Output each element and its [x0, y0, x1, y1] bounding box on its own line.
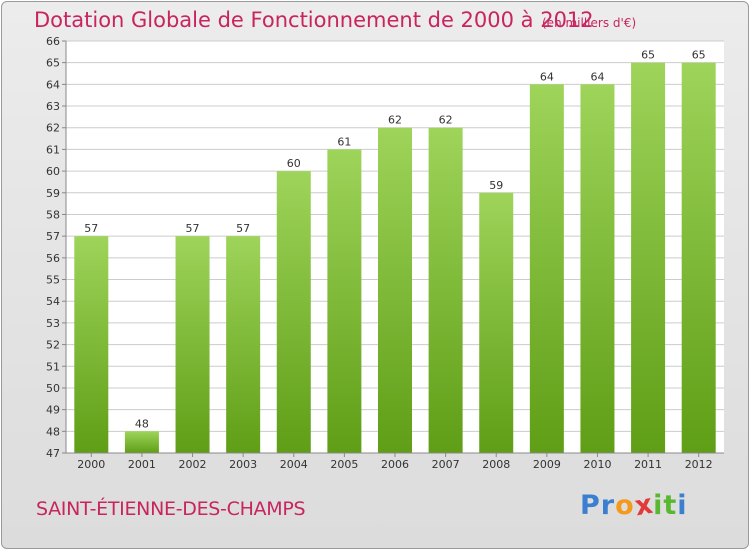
x-tick-label: 2007 [432, 458, 460, 471]
x-tick-label: 2001 [128, 458, 156, 471]
bar-2009 [529, 84, 564, 454]
x-tick-label: 2009 [533, 458, 561, 471]
bar-2003 [226, 236, 261, 453]
y-axis-ticks: 47 48 49 50 51 52 53 54 55 56 57 58 59 60 61 62 63 64 65 66 [46, 35, 66, 460]
bar-2004 [276, 171, 311, 453]
y-tick-label: 56 [46, 252, 60, 265]
y-tick-label: 57 [46, 230, 60, 243]
brand-letter: i [653, 490, 664, 521]
x-tick-label: 2003 [229, 458, 257, 471]
data-label: 57 [186, 222, 200, 235]
bar-2008 [479, 192, 514, 453]
y-tick-label: 48 [46, 425, 60, 438]
chart-title: Dotation Globale de Fonctionnement de 20… [34, 8, 594, 32]
bar-2010 [580, 84, 615, 454]
data-label: 57 [236, 222, 250, 235]
bar-2001 [124, 431, 159, 453]
y-tick-label: 62 [46, 122, 60, 135]
bar-2006 [378, 127, 412, 453]
data-label: 62 [439, 114, 453, 127]
x-tick-label: 2002 [179, 458, 207, 471]
bar-2005 [327, 149, 362, 453]
brand-letter: r [600, 490, 616, 521]
y-tick-label: 51 [46, 360, 60, 373]
data-label: 59 [489, 179, 503, 192]
bar-2007 [428, 127, 463, 453]
x-tick-label: 2011 [634, 458, 662, 471]
brand-letter: P [580, 490, 601, 521]
data-label: 48 [135, 417, 149, 430]
bar-2000 [74, 236, 109, 453]
y-tick-label: 53 [46, 317, 60, 330]
x-tick-label: 2004 [280, 458, 308, 471]
y-tick-label: 64 [46, 78, 60, 91]
brand-letter: o [615, 490, 635, 521]
x-tick-label: 2006 [381, 458, 409, 471]
bars: 57 48 57 57 60 61 62 62 59 64 64 65 65 [74, 49, 716, 454]
x-tick-label: 2010 [583, 458, 611, 471]
x-tick-label: 2005 [330, 458, 358, 471]
data-label: 65 [692, 49, 706, 62]
y-tick-label: 58 [46, 208, 60, 221]
brand-letter: t [663, 490, 678, 521]
y-tick-label: 61 [46, 143, 60, 156]
data-label: 65 [641, 49, 655, 62]
x-axis-ticks: 2000 2001 2002 2003 2004 2005 2006 2007 2008 2009… [77, 453, 713, 471]
y-tick-label: 66 [46, 35, 60, 48]
brand-logo: Proxiti [580, 489, 688, 523]
y-tick-label: 59 [46, 187, 60, 200]
x-tick-label: 2000 [77, 458, 105, 471]
y-tick-label: 55 [46, 274, 60, 287]
data-label: 62 [388, 114, 402, 127]
x-tick-label: 2012 [685, 458, 713, 471]
x-tick-label: 2008 [482, 458, 510, 471]
data-label: 61 [337, 135, 351, 148]
data-label: 64 [590, 70, 604, 83]
y-tick-label: 47 [46, 447, 60, 460]
data-label: 60 [287, 157, 301, 170]
y-tick-label: 60 [46, 165, 60, 178]
data-label: 64 [540, 70, 554, 83]
bar-2011 [631, 62, 666, 454]
brand-letter: i [677, 490, 688, 521]
chart-subtitle: (en milliers d'€) [542, 16, 637, 30]
y-tick-label: 50 [46, 382, 60, 395]
bar-2012 [681, 62, 716, 454]
y-tick-label: 49 [46, 404, 60, 417]
bar-2002 [175, 236, 210, 453]
data-label: 57 [84, 222, 98, 235]
y-tick-label: 63 [46, 100, 60, 113]
y-tick-label: 52 [46, 339, 60, 352]
commune-name: SAINT-ÉTIENNE-DES-CHAMPS [36, 498, 306, 520]
y-tick-label: 65 [46, 57, 60, 70]
y-tick-label: 54 [46, 295, 60, 308]
